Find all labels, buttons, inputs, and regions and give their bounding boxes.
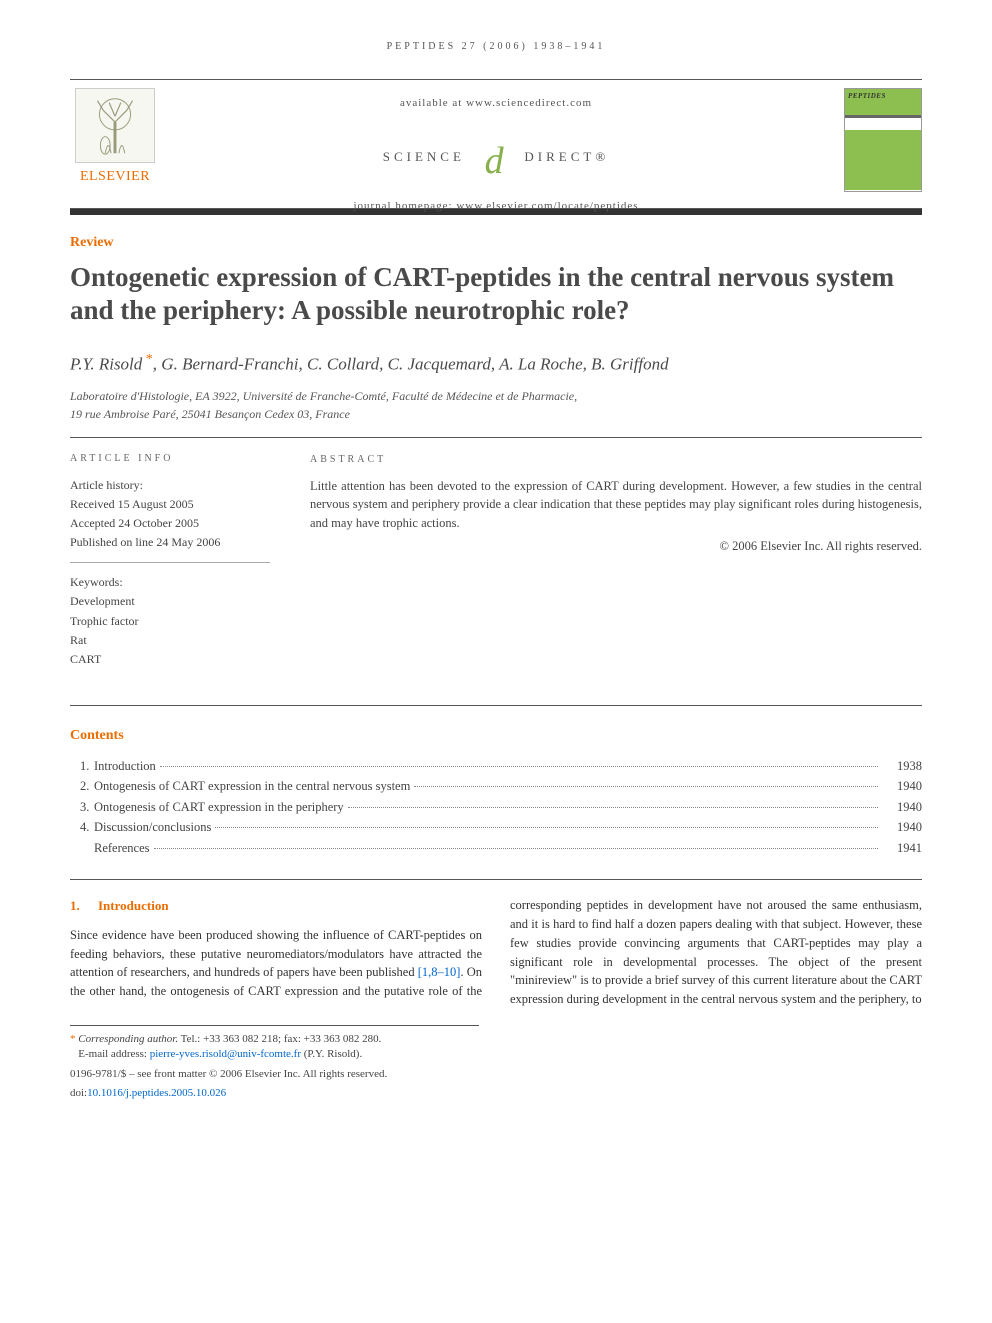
running-head: PEPTIDES 27 (2006) 1938–1941: [70, 40, 922, 54]
journal-homepage: journal homepage: www.elsevier.com/locat…: [70, 199, 922, 214]
toc-row[interactable]: 3. Ontogenesis of CART expression in the…: [70, 799, 922, 817]
toc-label: Discussion/conclusions: [94, 819, 211, 837]
elsevier-tree-icon: [75, 88, 155, 163]
toc-page: 1940: [882, 819, 922, 837]
keywords-label: Keywords:: [70, 573, 270, 592]
toc-row[interactable]: 2. Ontogenesis of CART expression in the…: [70, 778, 922, 796]
journal-cover-thumbnail: PEPTIDES: [844, 88, 922, 192]
section-title: Introduction: [98, 898, 169, 913]
article-info-column: ARTICLE INFO Article history: Received 1…: [70, 452, 270, 690]
journal-cover-title: PEPTIDES: [848, 92, 918, 102]
issn-line: 0196-9781/$ – see front matter © 2006 El…: [70, 1067, 479, 1082]
toc-page: 1940: [882, 778, 922, 796]
article-info-heading: ARTICLE INFO: [70, 452, 270, 466]
corresponding-author-note: * Corresponding author. Tel.: +33 363 08…: [70, 1032, 479, 1047]
abstract-text: Little attention has been devoted to the…: [310, 477, 922, 533]
body-columns: 1.Introduction Since evidence have been …: [70, 896, 922, 1009]
toc-dots: [160, 766, 878, 767]
published-date: Published on line 24 May 2006: [70, 533, 270, 552]
abstract-heading: ABSTRACT: [310, 452, 922, 467]
citation-link[interactable]: [1,8–10]: [418, 965, 461, 979]
doi-line: doi:10.1016/j.peptides.2005.10.026: [70, 1086, 479, 1101]
email-label: E-mail address:: [78, 1048, 149, 1060]
toc-row[interactable]: 1. Introduction 1938: [70, 758, 922, 776]
toc-label: References: [94, 840, 150, 858]
article-type: Review: [70, 233, 922, 253]
publisher-logo: ELSEVIER: [70, 88, 160, 198]
contents-heading: Contents: [70, 726, 922, 746]
toc-num: 4.: [70, 819, 94, 837]
toc-row[interactable]: 4. Discussion/conclusions 1940: [70, 819, 922, 837]
keyword: Development: [70, 592, 270, 611]
article-title: Ontogenetic expression of CART-peptides …: [70, 261, 922, 329]
authors-rest: , G. Bernard-Franchi, C. Collard, C. Jac…: [153, 355, 669, 374]
toc-num: 1.: [70, 758, 94, 776]
toc-page: 1941: [882, 840, 922, 858]
keyword: CART: [70, 650, 270, 669]
keyword: Trophic factor: [70, 612, 270, 631]
info-abstract-row: ARTICLE INFO Article history: Received 1…: [70, 452, 922, 707]
corresponding-mark-icon: *: [142, 352, 153, 367]
affiliation: Laboratoire d'Histologie, EA 3922, Unive…: [70, 387, 922, 438]
received-date: Received 15 August 2005: [70, 495, 270, 514]
available-at-text: available at www.sciencedirect.com: [70, 96, 922, 111]
abstract-copyright: © 2006 Elsevier Inc. All rights reserved…: [310, 537, 922, 556]
email-attrib: (P.Y. Risold).: [301, 1048, 362, 1060]
masthead: ELSEVIER available at www.sciencedirect.…: [70, 79, 922, 209]
toc-dots: [414, 786, 878, 787]
sd-at-icon: d: [473, 135, 517, 179]
section-num: 1.: [70, 896, 98, 916]
toc-dots: [348, 807, 878, 808]
abstract-column: ABSTRACT Little attention has been devot…: [310, 452, 922, 690]
email-link[interactable]: pierre-yves.risold@univ-fcomte.fr: [150, 1048, 301, 1060]
section-heading: 1.Introduction: [70, 896, 482, 916]
corresponding-text: Corresponding author. Tel.: +33 363 082 …: [78, 1033, 381, 1045]
toc-label: Ontogenesis of CART expression in the ce…: [94, 778, 410, 796]
sd-right: DIRECT®: [524, 149, 609, 164]
article-history-block: Article history: Received 15 August 2005…: [70, 476, 270, 564]
toc-page: 1938: [882, 758, 922, 776]
accepted-date: Accepted 24 October 2005: [70, 514, 270, 533]
toc-row[interactable]: References 1941: [70, 840, 922, 858]
body-rule: [70, 879, 922, 880]
publisher-name: ELSEVIER: [70, 167, 160, 187]
doi-link[interactable]: 10.1016/j.peptides.2005.10.026: [87, 1087, 226, 1099]
page: PEPTIDES 27 (2006) 1938–1941 ELSEVIER av…: [0, 0, 992, 1131]
keyword: Rat: [70, 631, 270, 650]
sd-left: SCIENCE: [383, 149, 465, 164]
authors-text: P.Y. Risold: [70, 355, 142, 374]
toc-label: Ontogenesis of CART expression in the pe…: [94, 799, 344, 817]
toc-num: 3.: [70, 799, 94, 817]
toc-num: 2.: [70, 778, 94, 796]
author-list: P.Y. Risold *, G. Bernard-Franchi, C. Co…: [70, 350, 922, 376]
toc-page: 1940: [882, 799, 922, 817]
table-of-contents: 1. Introduction 1938 2. Ontogenesis of C…: [70, 758, 922, 858]
history-label: Article history:: [70, 476, 270, 495]
toc-dots: [215, 827, 878, 828]
toc-label: Introduction: [94, 758, 156, 776]
doi-label: doi:: [70, 1087, 87, 1099]
footnotes: * Corresponding author. Tel.: +33 363 08…: [70, 1025, 479, 1102]
masthead-center: available at www.sciencedirect.com SCIEN…: [70, 96, 922, 215]
toc-dots: [154, 848, 878, 849]
email-line: E-mail address: pierre-yves.risold@univ-…: [70, 1047, 479, 1062]
sciencedirect-logo: SCIENCE d DIRECT®: [383, 135, 610, 179]
corresponding-mark-icon: *: [70, 1033, 76, 1045]
keywords-block: Keywords: Development Trophic factor Rat…: [70, 573, 270, 679]
